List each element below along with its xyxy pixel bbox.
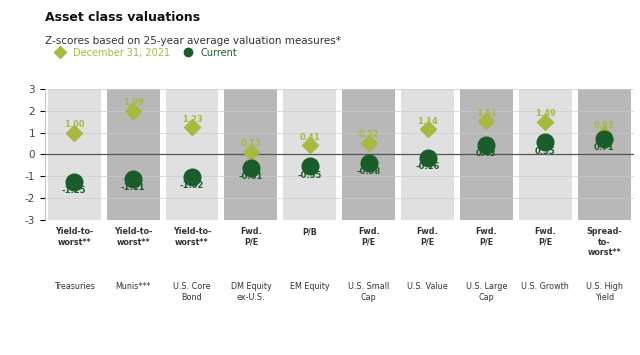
Text: -1.02: -1.02 xyxy=(180,181,204,190)
Text: 1.14: 1.14 xyxy=(417,117,438,126)
Text: 1.99: 1.99 xyxy=(123,98,143,107)
Text: U.S. High
Yield: U.S. High Yield xyxy=(586,282,623,302)
Text: 0.52: 0.52 xyxy=(358,130,379,139)
Text: 1.23: 1.23 xyxy=(182,115,202,124)
Text: Spread-
to-
worst**: Spread- to- worst** xyxy=(586,227,622,257)
Text: Treasuries: Treasuries xyxy=(54,282,95,291)
Text: Asset class valuations: Asset class valuations xyxy=(45,11,200,24)
Text: EM Equity: EM Equity xyxy=(290,282,330,291)
Legend: December 31, 2021, Current: December 31, 2021, Current xyxy=(47,44,241,61)
Text: 0.13: 0.13 xyxy=(241,139,261,148)
Bar xyxy=(578,89,630,220)
Text: Fwd.
P/E: Fwd. P/E xyxy=(476,227,497,247)
Text: 0.71: 0.71 xyxy=(594,143,614,152)
Text: -1.25: -1.25 xyxy=(62,186,86,195)
Text: 0.43: 0.43 xyxy=(476,149,497,158)
Bar xyxy=(342,89,395,220)
Bar xyxy=(225,89,277,220)
Text: Fwd.
P/E: Fwd. P/E xyxy=(358,227,380,247)
Bar xyxy=(48,89,100,220)
Text: Yield-to-
worst**: Yield-to- worst** xyxy=(114,227,152,247)
Text: -0.55: -0.55 xyxy=(298,171,322,180)
Text: Fwd.
P/E: Fwd. P/E xyxy=(534,227,556,247)
Text: -0.38: -0.38 xyxy=(356,167,381,176)
Text: 1.00: 1.00 xyxy=(64,120,84,129)
Bar xyxy=(460,89,513,220)
Text: U.S. Small
Cap: U.S. Small Cap xyxy=(348,282,389,302)
Text: Z-scores based on 25-year average valuation measures*: Z-scores based on 25-year average valuat… xyxy=(45,36,340,45)
Bar xyxy=(107,89,159,220)
Text: Yield-to-
worst**: Yield-to- worst** xyxy=(55,227,93,247)
Text: DM Equity
ex-U.S.: DM Equity ex-U.S. xyxy=(230,282,271,302)
Text: 1.51: 1.51 xyxy=(476,109,497,118)
Text: -0.16: -0.16 xyxy=(415,162,440,171)
Text: Fwd.
P/E: Fwd. P/E xyxy=(417,227,438,247)
Bar xyxy=(519,89,572,220)
Text: Yield-to-
worst**: Yield-to- worst** xyxy=(173,227,211,247)
Text: P/B: P/B xyxy=(302,227,317,236)
Bar xyxy=(401,89,454,220)
Bar xyxy=(166,89,218,220)
Text: -0.61: -0.61 xyxy=(239,172,263,181)
Text: 0.93: 0.93 xyxy=(594,121,614,130)
Text: Fwd.
P/E: Fwd. P/E xyxy=(240,227,262,247)
Text: 0.41: 0.41 xyxy=(300,133,320,142)
Text: U.S. Core
Bond: U.S. Core Bond xyxy=(173,282,211,302)
Text: 1.49: 1.49 xyxy=(535,109,556,118)
Text: Munis***: Munis*** xyxy=(115,282,151,291)
Text: U.S. Value: U.S. Value xyxy=(407,282,448,291)
Text: U.S. Growth: U.S. Growth xyxy=(522,282,569,291)
Bar xyxy=(284,89,336,220)
Text: -1.11: -1.11 xyxy=(121,183,145,192)
Text: 0.55: 0.55 xyxy=(535,147,556,156)
Text: U.S. Large
Cap: U.S. Large Cap xyxy=(466,282,507,302)
